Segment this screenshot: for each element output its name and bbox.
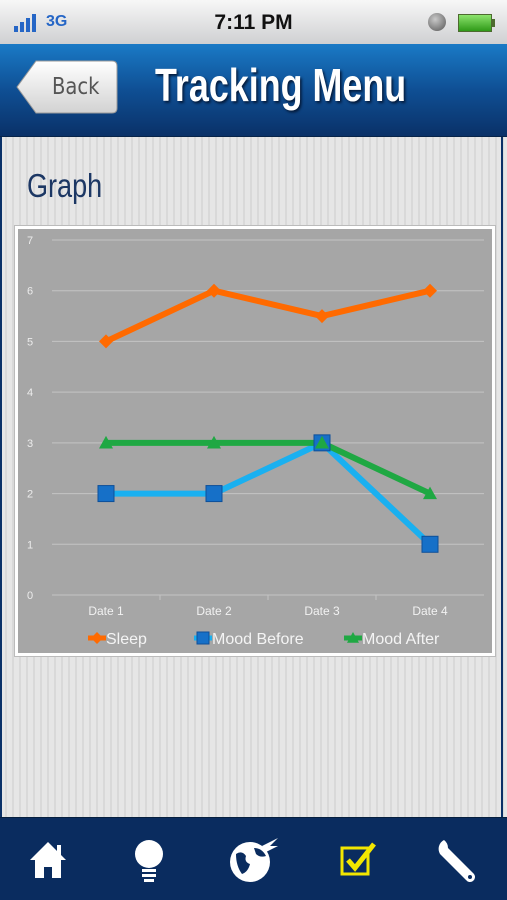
network-type: 3G	[46, 13, 68, 30]
data-point-mood-after	[99, 435, 113, 449]
y-tick-label: 7	[27, 235, 33, 247]
tab-settings[interactable]	[430, 832, 486, 888]
y-tick-label: 2	[27, 489, 33, 501]
back-button[interactable]: Back	[16, 60, 118, 114]
data-point-mood-after	[207, 435, 221, 449]
series-line-mood-after	[103, 439, 433, 497]
legend-label-mood-after: Mood After	[362, 631, 440, 648]
data-point-mood-before	[205, 485, 223, 503]
x-tick-label: Date 4	[412, 604, 448, 618]
legend-marker-sleep	[91, 632, 103, 644]
x-tick-label: Date 3	[304, 604, 340, 618]
legend-marker-mood-after	[347, 632, 359, 643]
legend-label-mood-before: Mood Before	[212, 631, 304, 648]
tab-ideas[interactable]	[121, 832, 177, 888]
series-line-mood-before	[103, 439, 433, 548]
status-time: 7:11 PM	[214, 11, 293, 34]
data-point-sleep	[207, 283, 221, 298]
y-tick-label: 0	[27, 590, 33, 602]
battery-icon	[458, 14, 495, 32]
y-tick-label: 3	[27, 438, 33, 450]
tab-tracking[interactable]	[330, 832, 386, 888]
content-area: Graph 0 1 2 3 4 5 6 7 Date 1 Date 2 Date 3 Date 4 …	[0, 137, 507, 817]
home-icon	[30, 842, 66, 878]
orientation-lock-icon	[428, 13, 446, 31]
checkbox-icon	[340, 842, 376, 876]
status-bar: 3G 7:11 PM	[0, 0, 507, 44]
data-point-sleep	[99, 334, 113, 349]
y-tick-label: 5	[27, 336, 33, 348]
back-label: Back	[52, 74, 100, 100]
tab-home[interactable]	[20, 832, 76, 888]
y-tick-label: 1	[27, 539, 33, 551]
data-point-mood-after	[423, 486, 437, 500]
data-point-sleep	[315, 309, 329, 324]
section-title: Graph	[27, 167, 103, 204]
y-tick-label: 6	[27, 286, 33, 298]
tab-bar	[0, 817, 507, 900]
content-left-border	[0, 137, 2, 817]
data-point-mood-before	[421, 535, 439, 553]
signal-icon	[14, 12, 42, 32]
content-right-border	[501, 137, 503, 817]
x-tick-label: Date 1	[88, 604, 124, 618]
series-line-sleep	[103, 287, 433, 345]
legend-label-sleep: Sleep	[106, 631, 147, 648]
y-tick-label: 4	[27, 387, 33, 399]
tab-globe[interactable]	[224, 832, 280, 888]
data-point-mood-after	[315, 435, 329, 449]
page-title: Tracking Menu	[155, 59, 407, 111]
wrench-icon	[438, 840, 475, 882]
chart-frame: 0 1 2 3 4 5 6 7 Date 1 Date 2 Date 3 Date 4 Sleep M…	[14, 225, 496, 657]
line-chart: 0 1 2 3 4 5 6 7 Date 1 Date 2 Date 3 Date 4 Sleep M…	[18, 229, 492, 653]
x-tick-label: Date 2	[196, 604, 232, 618]
data-point-mood-before	[97, 485, 115, 503]
lightbulb-icon	[135, 840, 163, 882]
globe-icon	[230, 838, 278, 882]
navigation-bar: Back Tracking Menu	[0, 44, 507, 138]
back-button-shape	[16, 60, 118, 114]
data-point-sleep	[423, 283, 437, 298]
legend-marker-mood-before	[196, 631, 210, 645]
